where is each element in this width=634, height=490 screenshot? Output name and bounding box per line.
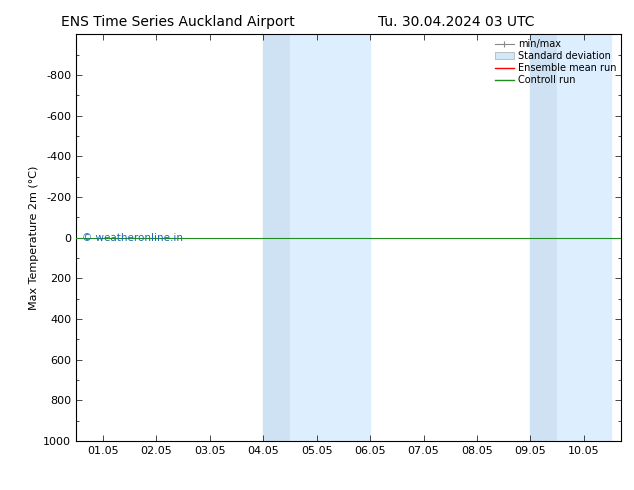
Text: Tu. 30.04.2024 03 UTC: Tu. 30.04.2024 03 UTC [378, 15, 534, 29]
Y-axis label: Max Temperature 2m (°C): Max Temperature 2m (°C) [29, 166, 39, 310]
Bar [557, 34, 611, 441]
Bar [290, 34, 370, 441]
Bar [531, 34, 557, 441]
Legend: min/max, Standard deviation, Ensemble mean run, Controll run: min/max, Standard deviation, Ensemble me… [493, 37, 618, 87]
Text: © weatheronline.in: © weatheronline.in [82, 233, 183, 243]
Bar [263, 34, 290, 441]
Text: ENS Time Series Auckland Airport: ENS Time Series Auckland Airport [61, 15, 294, 29]
